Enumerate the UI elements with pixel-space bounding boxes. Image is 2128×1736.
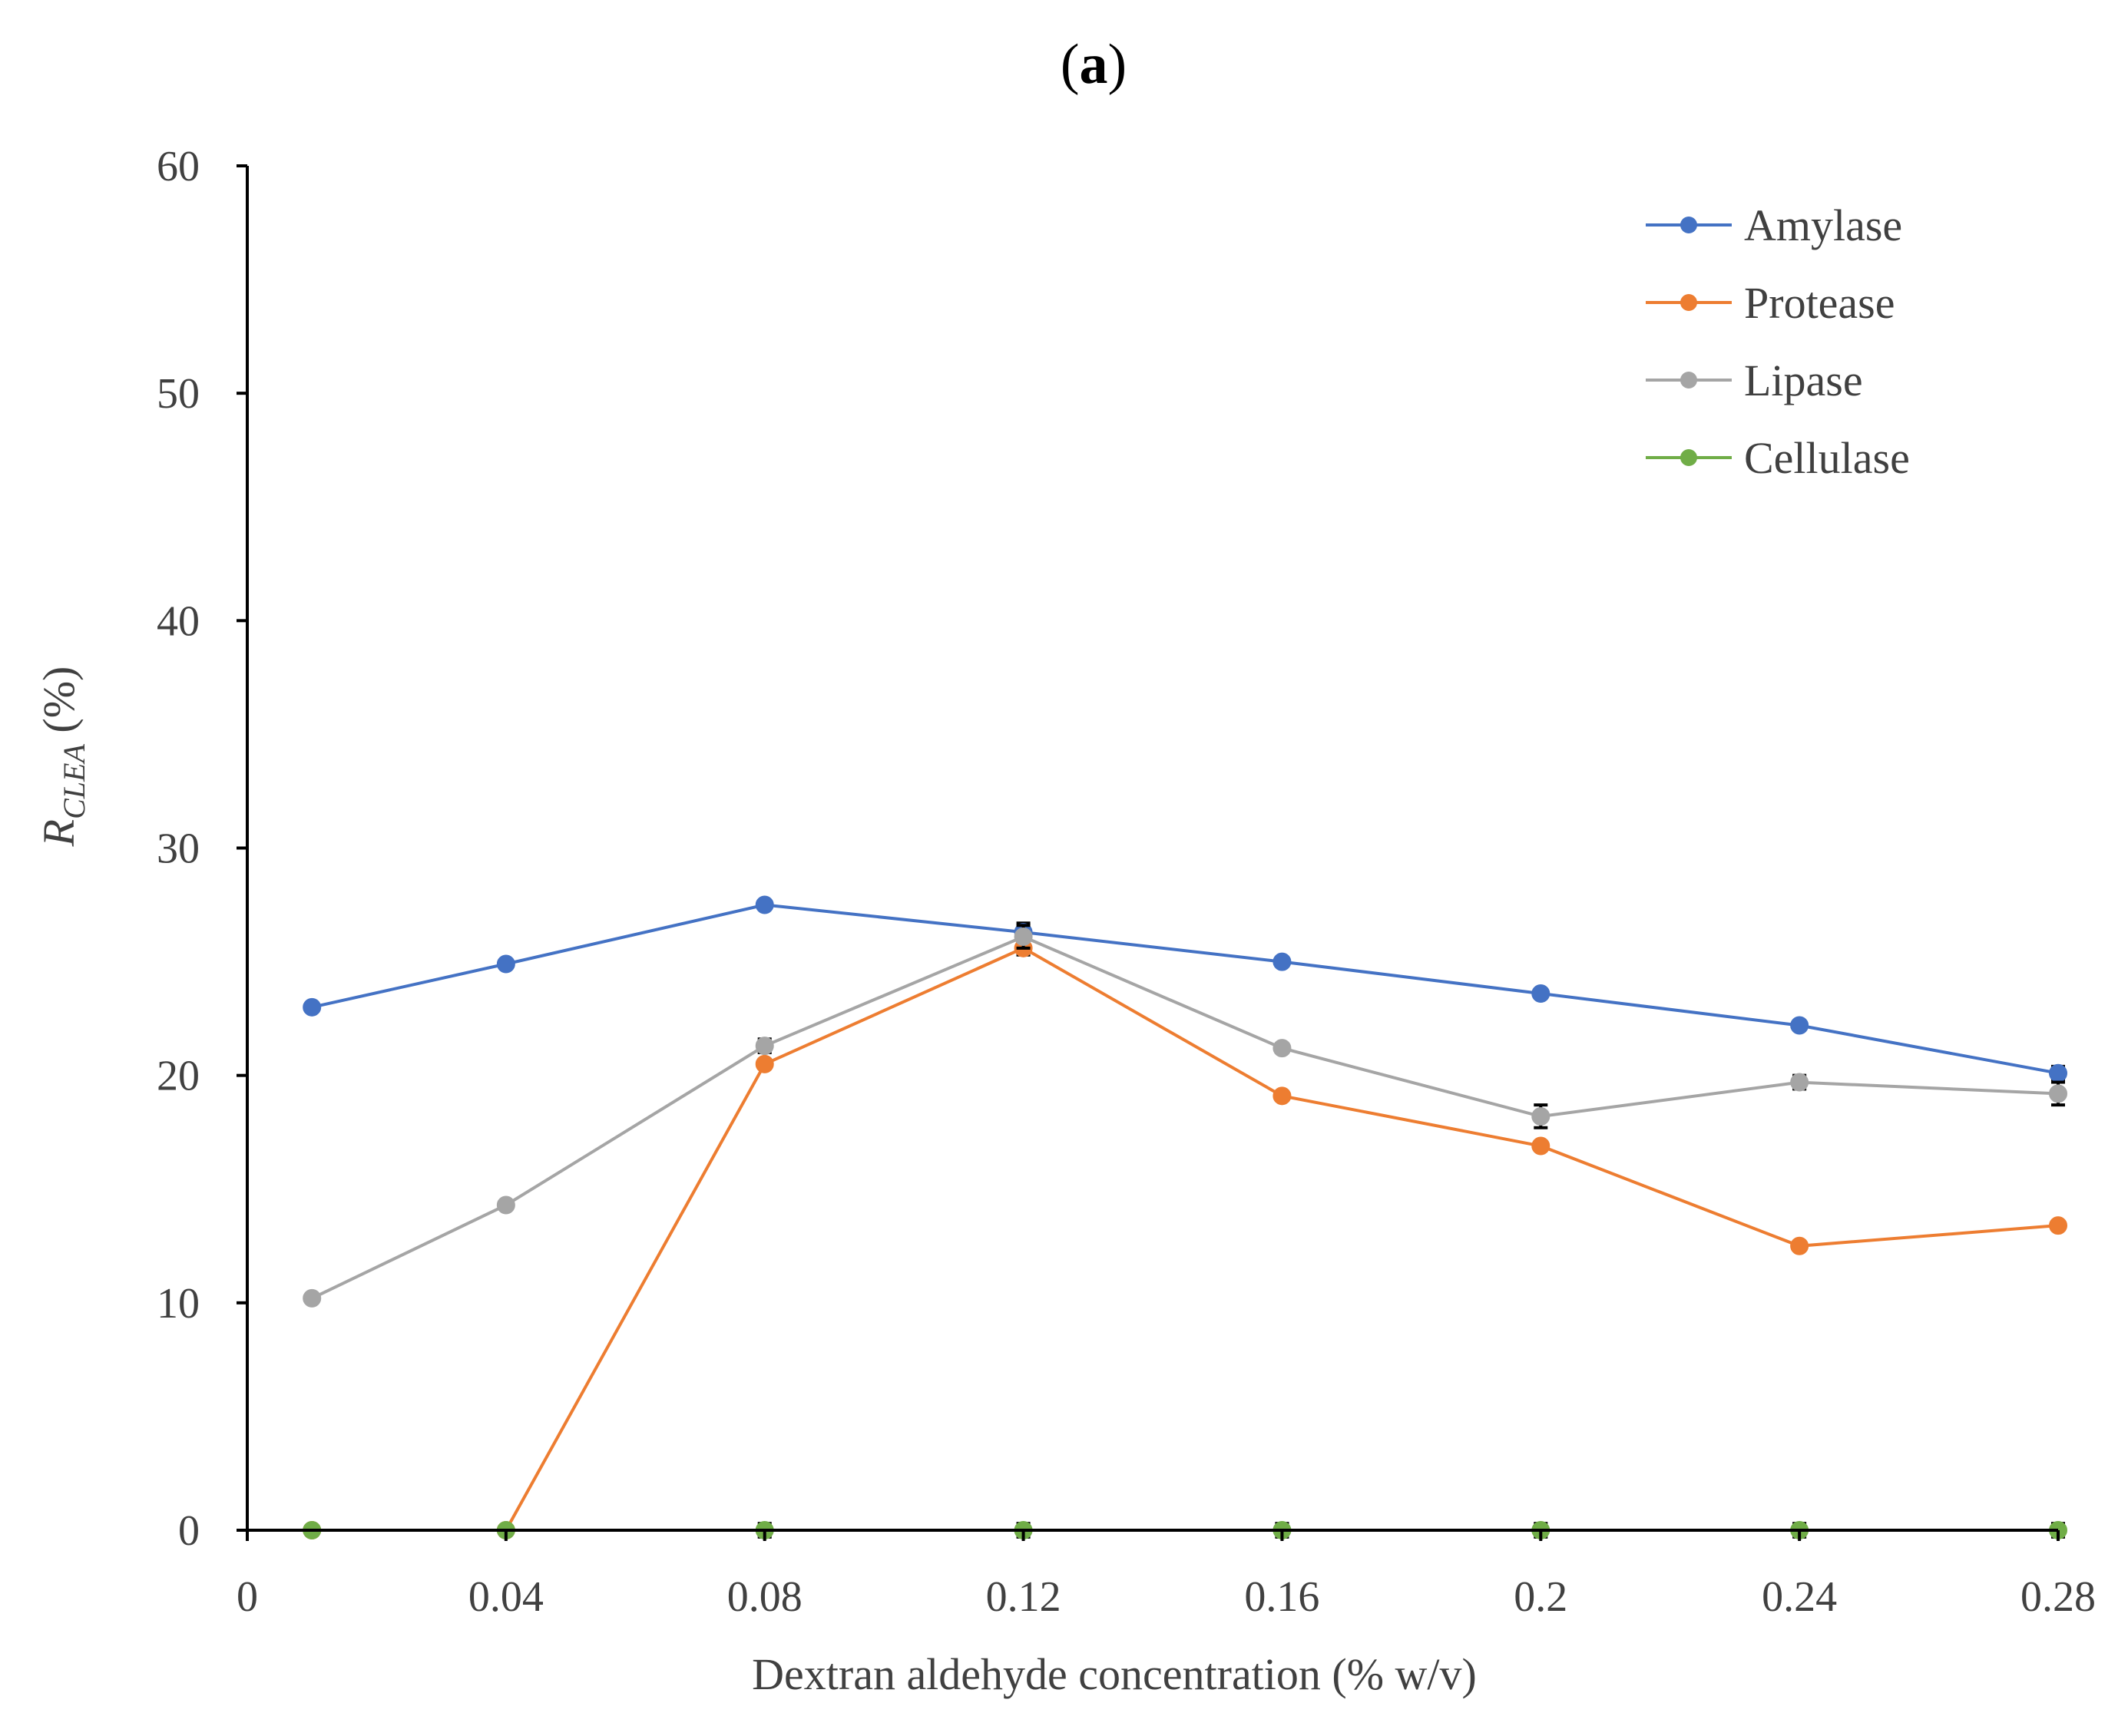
legend: Amylase Protease Lipase Cellulase (1646, 200, 1910, 483)
series-layer (303, 895, 2067, 1539)
series-line-amylase (311, 903, 2059, 1075)
data-point-protease-7 (2049, 1216, 2067, 1235)
data-point-lipase-0 (303, 1288, 322, 1308)
data-point-lipase-1 (496, 1195, 515, 1215)
y-tick-label-50: 50 (157, 370, 200, 418)
y-axis-title: RCLEA (%) (34, 666, 91, 848)
data-point-lipase-4 (1272, 1039, 1292, 1058)
series-lipase (303, 924, 2067, 1308)
series-line-lipase (311, 934, 2059, 1300)
series-line-protease (312, 946, 2059, 1532)
x-tick-label-0: 0 (237, 1573, 258, 1621)
data-point-lipase-3 (1014, 928, 1033, 947)
legend-item-cellulase: Cellulase (1646, 433, 1910, 483)
y-tick-label-40: 40 (157, 597, 200, 645)
x-tick-layer: 0 0.04 0.08 0.12 0.16 0.2 0.24 0.28 (237, 1530, 2096, 1621)
x-axis-title: Dextran aldehyde concentration (% w/v) (752, 1649, 1477, 1699)
legend-label-cellulase: Cellulase (1744, 433, 1910, 483)
series-amylase (303, 895, 2067, 1083)
data-point-lipase-6 (1790, 1073, 1809, 1092)
data-point-amylase-0 (303, 997, 322, 1017)
legend-marker-lipase (1680, 372, 1697, 389)
data-point-amylase-7 (2049, 1063, 2067, 1083)
legend-item-amylase: Amylase (1646, 200, 1902, 250)
data-point-lipase-7 (2049, 1084, 2067, 1103)
legend-item-protease: Protease (1646, 278, 1895, 328)
x-tick-label-0.04: 0.04 (468, 1573, 544, 1621)
legend-marker-amylase (1680, 217, 1697, 233)
y-tick-label-10: 10 (157, 1280, 200, 1328)
data-point-protease-6 (1790, 1236, 1809, 1255)
data-point-protease-5 (1531, 1136, 1550, 1156)
legend-item-lipase: Lipase (1646, 355, 1863, 405)
data-point-amylase-2 (755, 895, 774, 914)
x-tick-label-0.24: 0.24 (1762, 1573, 1837, 1621)
legend-label-lipase: Lipase (1744, 355, 1863, 405)
data-point-lipase-2 (755, 1037, 774, 1056)
y-tick-label-30: 30 (157, 825, 200, 873)
x-tick-label-0.12: 0.12 (986, 1573, 1061, 1621)
panel-label: (a) (1061, 33, 1127, 96)
data-point-amylase-4 (1272, 952, 1292, 971)
data-point-amylase-1 (496, 954, 515, 974)
data-point-lipase-5 (1531, 1106, 1550, 1126)
x-tick-label-0.16: 0.16 (1244, 1573, 1319, 1621)
y-tick-label-0: 0 (178, 1507, 200, 1555)
x-tick-label-0.2: 0.2 (1514, 1573, 1567, 1621)
legend-marker-cellulase (1680, 449, 1697, 466)
x-tick-label-0.08: 0.08 (727, 1573, 803, 1621)
y-tick-label-60: 60 (157, 143, 200, 190)
legend-label-protease: Protease (1744, 278, 1895, 328)
legend-marker-protease (1680, 294, 1697, 311)
x-tick-label-0.28: 0.28 (2020, 1573, 2096, 1621)
data-point-protease-2 (755, 1054, 774, 1073)
data-point-amylase-5 (1531, 984, 1550, 1004)
y-tick-layer: 0 10 20 30 40 50 60 (157, 143, 247, 1555)
data-point-amylase-6 (1790, 1016, 1809, 1035)
y-tick-label-20: 20 (157, 1053, 200, 1100)
data-point-protease-4 (1272, 1086, 1292, 1106)
legend-label-amylase: Amylase (1744, 200, 1902, 250)
